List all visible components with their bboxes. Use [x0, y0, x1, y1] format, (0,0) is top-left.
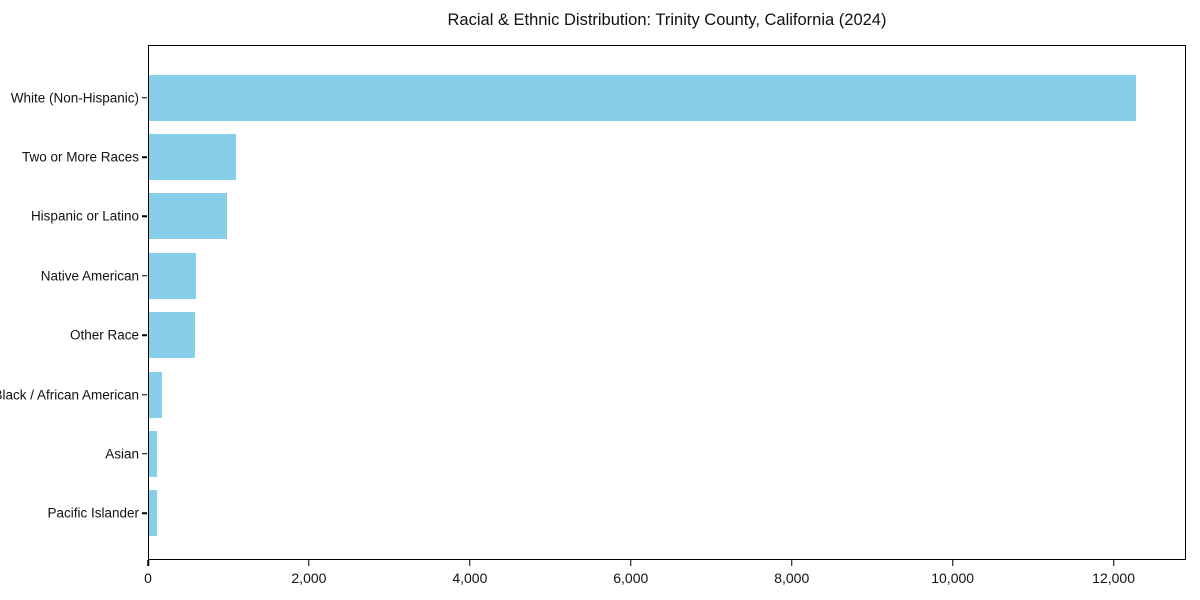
x-axis: 0 2,000 4,000 6,000 8,000 10,000 12,000 — [144, 560, 1186, 600]
x-tick-label: 8,000 — [774, 570, 810, 586]
y-tick-mark — [142, 215, 147, 218]
y-tick-mark — [142, 275, 147, 277]
category-label: White (Non-Hispanic) — [10, 90, 139, 106]
bar-row: Asian — [105, 424, 1185, 483]
category-label: Two or More Races — [21, 149, 139, 165]
category-label: Black / African American — [0, 387, 139, 403]
x-tick-label: 2,000 — [291, 570, 327, 586]
plot-area: White (Non-Hispanic) Two or More Races His… — [0, 45, 1186, 560]
y-tick-mark — [142, 156, 147, 158]
x-tick-mark — [1112, 560, 1115, 566]
y-tick-mark — [142, 393, 147, 396]
bar-row: Hispanic or Latino — [31, 187, 1185, 246]
x-tick-mark — [469, 560, 471, 566]
bar — [149, 74, 1136, 121]
x-tick-label: 10,000 — [931, 570, 975, 586]
x-tick-mark — [630, 560, 632, 566]
bar-row: Black / African American — [0, 365, 1185, 424]
bar — [149, 193, 227, 240]
bar-row: Two or More Races — [22, 127, 1185, 186]
chart-title: Racial & Ethnic Distribution: Trinity Co… — [447, 11, 887, 29]
bar-row: Pacific Islander — [47, 484, 1185, 543]
category-label: Other Race — [69, 327, 139, 343]
x-tick-label: 0 — [144, 570, 152, 586]
x-tick-mark — [790, 560, 793, 566]
bar — [149, 430, 158, 477]
x-tick-label: 12,000 — [1092, 570, 1135, 586]
y-tick-mark — [142, 334, 147, 336]
y-tick-mark — [142, 512, 147, 515]
bar — [149, 490, 158, 537]
category-label: Pacific Islander — [47, 505, 139, 521]
bar — [149, 252, 196, 299]
bar — [149, 134, 237, 181]
bar — [149, 312, 195, 359]
x-tick-label: 6,000 — [613, 570, 649, 586]
x-tick-mark — [308, 560, 310, 566]
x-tick-mark — [951, 560, 954, 566]
x-tick-mark — [147, 560, 149, 566]
bar-row: Other Race — [70, 306, 1185, 365]
category-label: Asian — [105, 446, 139, 462]
category-label: Hispanic or Latino — [30, 208, 139, 224]
y-tick-mark — [142, 453, 147, 455]
bar-row: Native American — [41, 246, 1185, 305]
bar-row: White (Non-Hispanic) — [11, 68, 1185, 127]
bar — [149, 371, 163, 418]
category-label: Native American — [40, 268, 139, 284]
x-tick-label: 4,000 — [452, 570, 488, 586]
y-tick-mark — [142, 96, 147, 99]
